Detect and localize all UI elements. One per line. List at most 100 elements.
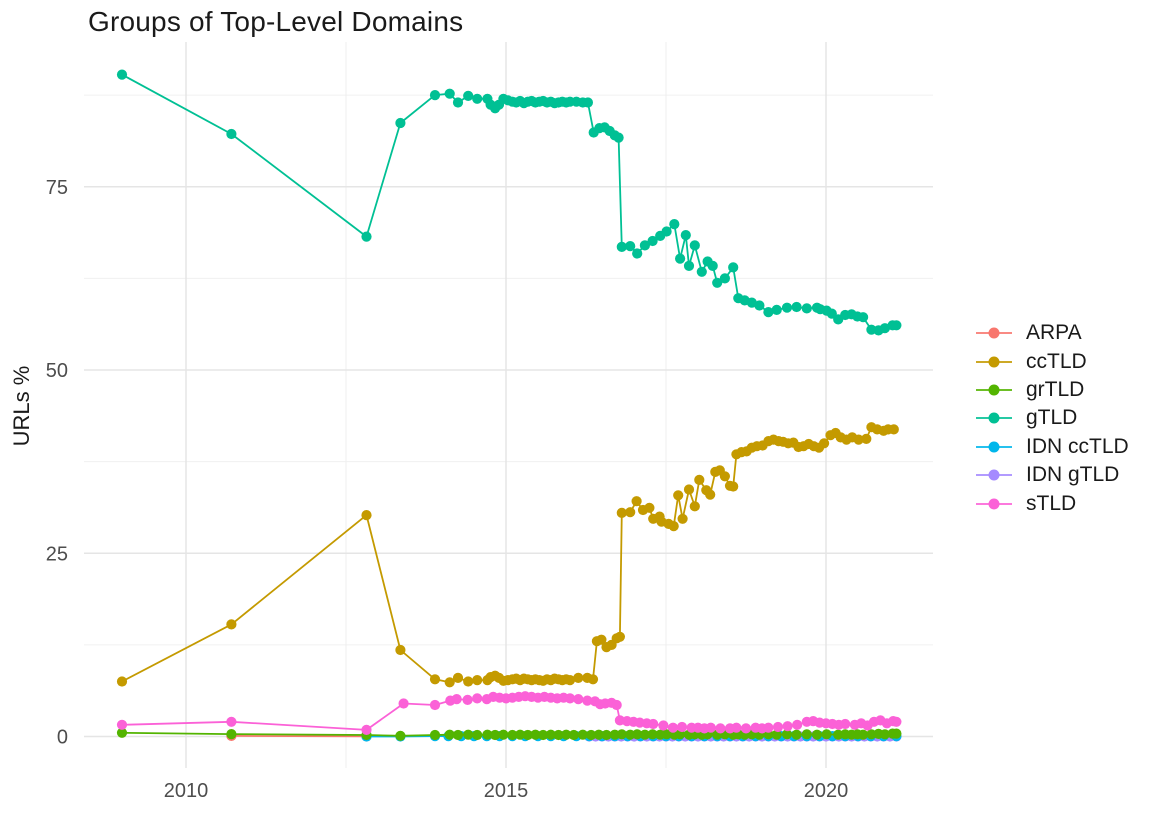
data-point [611, 699, 622, 711]
series-line [231, 735, 367, 738]
legend-item-gtld: gTLD [976, 404, 1129, 432]
legend: ARPA ccTLD grTLD gTLD IDN ccTLD IDN gTLD sTLD [976, 319, 1129, 518]
data-point [632, 729, 643, 740]
series-stld [116, 691, 902, 736]
data-point [819, 438, 830, 449]
data-point [858, 729, 869, 740]
data-point [781, 302, 793, 313]
data-point [791, 301, 802, 313]
data-point [452, 97, 464, 108]
data-point [707, 260, 718, 271]
data-point [116, 69, 128, 80]
legend-label: grTLD [1026, 377, 1085, 401]
data-point [639, 729, 651, 740]
data-point [632, 248, 643, 259]
data-point [553, 729, 564, 741]
data-point [395, 644, 406, 656]
data-point [593, 729, 604, 740]
data-point [463, 90, 474, 101]
data-point [647, 729, 658, 740]
data-point [676, 721, 688, 733]
data-point [888, 424, 899, 435]
data-point [361, 231, 372, 242]
y-axis-title: URLs % [9, 365, 34, 447]
data-point [451, 694, 462, 705]
data-point [545, 729, 556, 740]
legend-label: IDN gTLD [1026, 463, 1120, 487]
data-point [498, 729, 509, 740]
data-point [644, 502, 655, 513]
series-cctld [116, 422, 899, 688]
data-point [361, 724, 372, 736]
data-point [858, 312, 869, 323]
data-point [754, 300, 765, 311]
data-point [515, 729, 526, 740]
data-point [801, 729, 812, 740]
data-point [661, 729, 672, 740]
data-point [429, 729, 441, 741]
data-point [452, 672, 464, 684]
data-point [719, 471, 731, 482]
data-point [490, 729, 501, 741]
data-point [616, 729, 627, 740]
legend-item-cctld: ccTLD [976, 347, 1129, 375]
data-point [879, 729, 891, 740]
data-point [226, 128, 237, 140]
data-point [791, 729, 802, 740]
data-point [395, 730, 406, 741]
y-tick-label: 25 [46, 543, 68, 565]
data-point [683, 484, 695, 495]
data-point [452, 729, 464, 741]
x-tick-label: 2010 [164, 780, 209, 802]
data-point [361, 509, 372, 521]
data-point [582, 97, 594, 108]
data-point [801, 303, 812, 314]
data-point [472, 93, 483, 104]
data-point [429, 699, 441, 711]
data-point [573, 672, 584, 684]
data-point [719, 273, 731, 284]
data-point [582, 695, 593, 706]
data-point [731, 722, 742, 733]
data-point [226, 716, 237, 727]
data-point [891, 716, 902, 727]
data-point [577, 729, 588, 740]
data-point [712, 277, 723, 288]
data-point [472, 693, 483, 704]
data-point [792, 719, 803, 730]
data-point [561, 729, 572, 740]
data-point [669, 219, 680, 230]
data-point [462, 694, 473, 706]
data-point [771, 304, 782, 315]
data-point [613, 132, 624, 143]
data-point [625, 241, 636, 252]
data-point [811, 729, 823, 740]
data-point [601, 729, 612, 741]
legend-marker-icon [976, 410, 1012, 426]
data-point [472, 729, 483, 741]
data-point [463, 676, 474, 687]
data-point [675, 253, 686, 264]
legend-marker-icon [976, 439, 1012, 455]
data-point [861, 433, 872, 444]
legend-item-idn-gtld: IDN gTLD [976, 461, 1129, 489]
data-point [522, 729, 533, 741]
x-tick-label: 2020 [804, 780, 849, 802]
data-point [568, 729, 579, 741]
data-point [705, 489, 716, 500]
legend-marker-icon [976, 354, 1012, 370]
data-point [658, 720, 669, 731]
data-point [715, 723, 726, 734]
y-tick-label: 0 [57, 727, 68, 749]
data-point [616, 507, 627, 518]
legend-label: sTLD [1026, 491, 1077, 515]
legend-label: gTLD [1026, 406, 1078, 430]
legend-item-arpa: ARPA [976, 319, 1129, 347]
data-point [625, 507, 636, 518]
data-point [705, 722, 716, 733]
legend-item-stld: sTLD [976, 489, 1129, 517]
data-point [763, 722, 774, 733]
data-point [226, 729, 237, 740]
chart-title: Groups of Top-Level Domains [88, 6, 464, 37]
